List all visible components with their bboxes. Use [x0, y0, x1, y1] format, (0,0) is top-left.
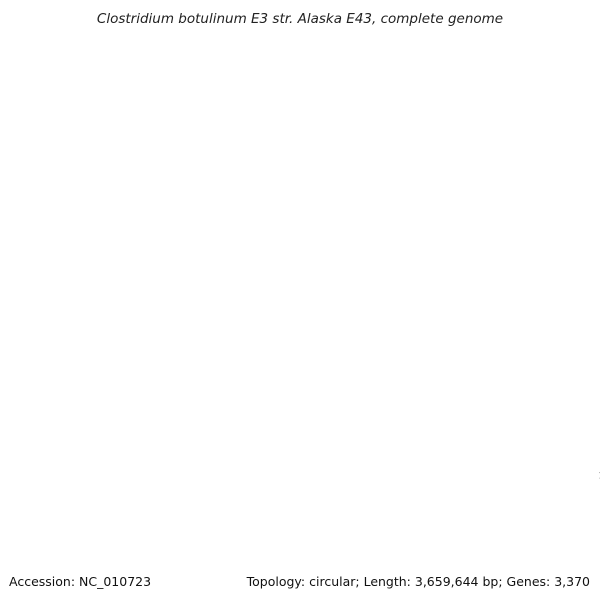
map-title: Clostridium botulinum E3 str. Alaska E43… [97, 11, 503, 27]
ruler-label: 1157 kbp [599, 471, 600, 481]
ruler-labels: 1157 kbp1158 kbp1159 kbp1160 kbp1161 kbp… [599, 471, 600, 481]
accession-text: Accession: NC_010723 [9, 574, 152, 589]
genome-stats-text: Topology: circular; Length: 3,659,644 bp… [246, 574, 590, 589]
